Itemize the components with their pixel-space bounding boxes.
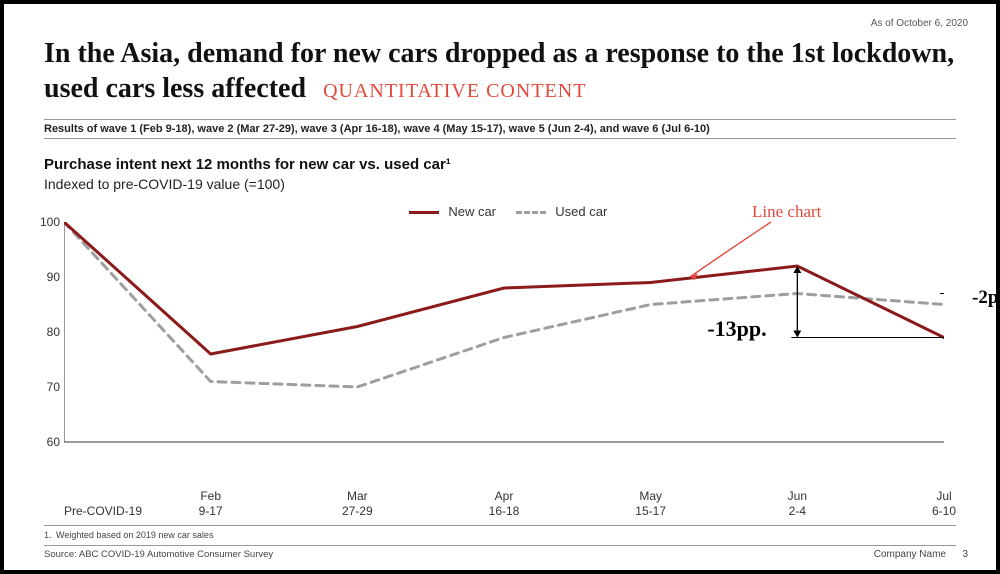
quantitative-tag: QUANTITATIVE CONTENT	[323, 80, 586, 102]
chart-title: Purchase intent next 12 months for new c…	[44, 156, 451, 173]
x-tick-label: Mar 27-29	[342, 489, 373, 518]
legend-swatch-new	[409, 211, 439, 214]
x-tick-label: Apr 16-18	[489, 489, 520, 518]
legend-label-new: New car	[448, 204, 496, 219]
x-tick-label: Jun 2-4	[788, 489, 807, 518]
divider-source	[44, 545, 956, 546]
y-tick-label: 60	[36, 435, 60, 449]
legend-label-used: Used car	[555, 204, 607, 219]
y-tick-label: 70	[36, 380, 60, 394]
chart-legend: New car Used car	[4, 204, 996, 219]
slide-frame: As of October 6, 2020 In the Asia, deman…	[0, 0, 1000, 574]
footnote-text: Weighted based on 2019 new car sales	[56, 530, 213, 540]
as-of-date: As of October 6, 2020	[871, 18, 968, 29]
slide-title: In the Asia, demand for new cars dropped…	[44, 36, 956, 106]
wave-description: Results of wave 1 (Feb 9-18), wave 2 (Ma…	[44, 123, 710, 135]
x-tick-label: Pre-COVID-19	[64, 504, 142, 518]
divider-under-waves	[44, 138, 956, 139]
line-chart-svg	[64, 222, 944, 482]
x-tick-label: Jul 6-10	[932, 489, 956, 518]
chart-area: 60708090100Pre-COVID-19Feb 9-17Mar 27-29…	[64, 222, 944, 482]
x-tick-label: May 15-17	[635, 489, 666, 518]
series-new-car	[64, 222, 944, 354]
y-tick-label: 80	[36, 325, 60, 339]
legend-swatch-used	[516, 211, 546, 214]
source-text: Source: ABC COVID-19 Automotive Consumer…	[44, 549, 273, 560]
chart-subtitle: Indexed to pre-COVID-19 value (=100)	[44, 176, 285, 192]
footnote-number: 1.	[44, 530, 52, 540]
y-tick-label: 100	[36, 215, 60, 229]
annotation-line-chart: Line chart	[752, 202, 821, 222]
divider-top	[44, 119, 956, 120]
series-used-car	[64, 222, 944, 387]
page-number: 3	[962, 549, 968, 560]
callout-new-drop: -13pp.	[707, 316, 766, 342]
company-name: Company Name	[874, 549, 946, 560]
x-tick-label: Feb 9-17	[199, 489, 223, 518]
y-tick-label: 90	[36, 270, 60, 284]
annotation-arrow	[691, 222, 774, 277]
callout-used-drop: -2pp.	[972, 287, 1000, 309]
divider-footnote	[44, 525, 956, 526]
